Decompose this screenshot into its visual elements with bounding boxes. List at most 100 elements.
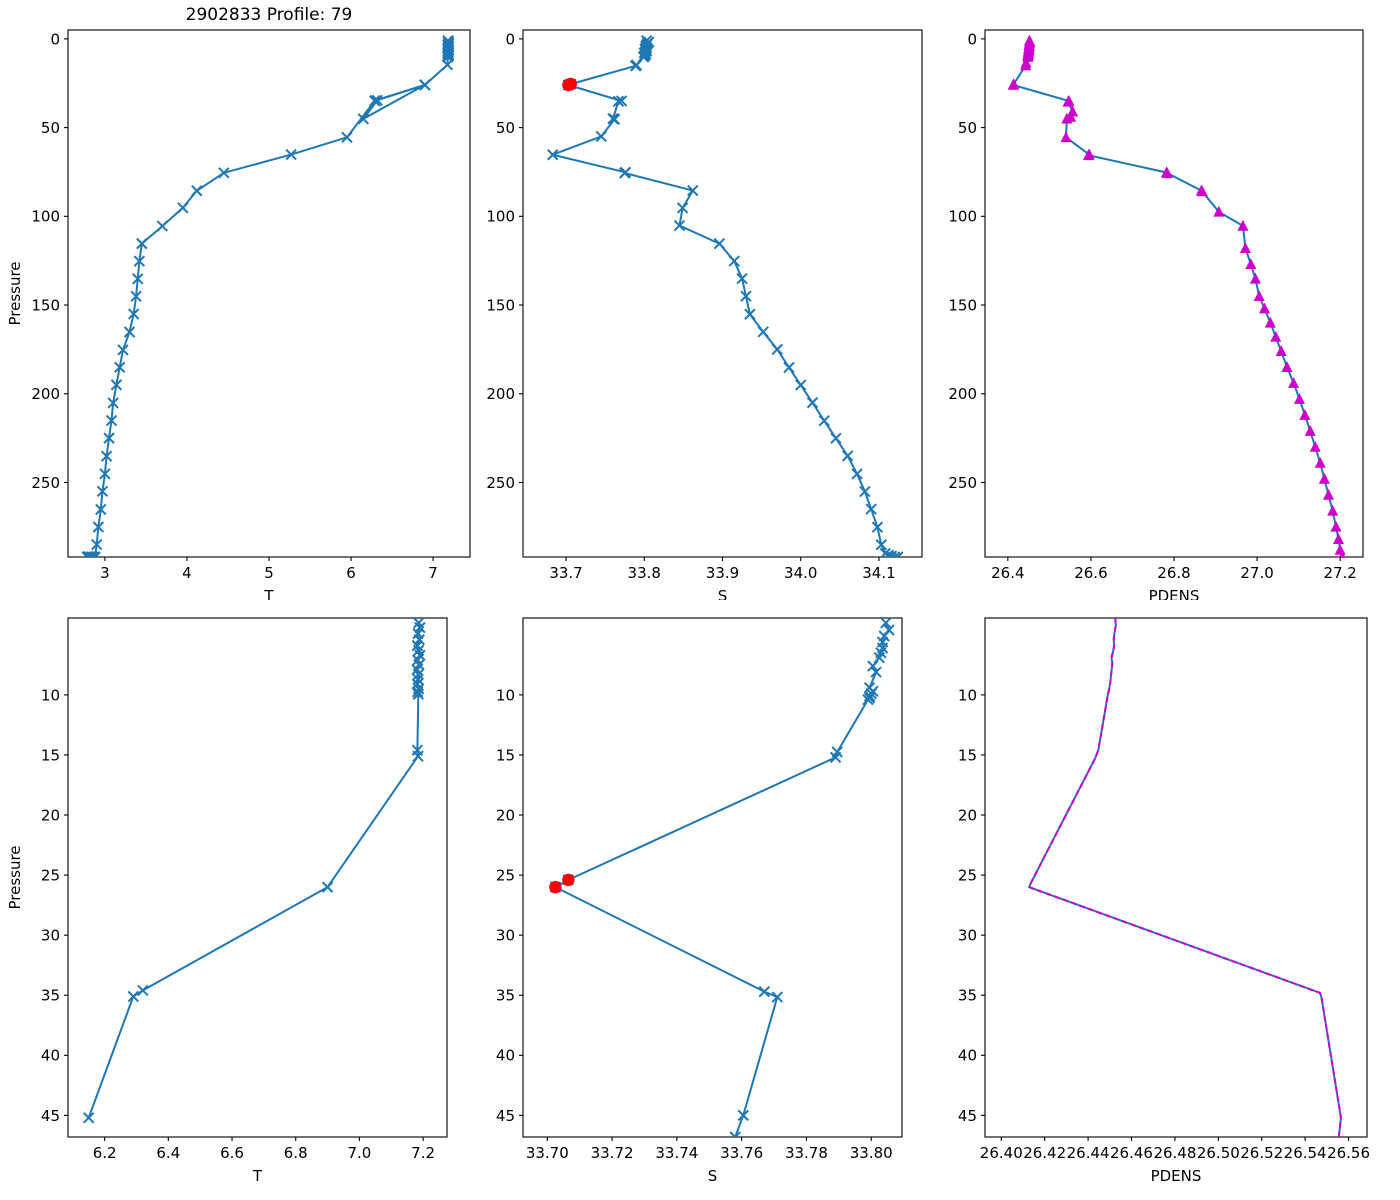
data-point-marker (729, 1131, 741, 1137)
data-point-marker (1323, 488, 1335, 500)
panel-bottom-salinity: 33.70 33.72 33.74 33.76 33.78 33.80 10 15 20 25 30… (480, 600, 940, 1200)
data-point-marker (177, 202, 189, 214)
y-tick-label: 200 (31, 385, 60, 403)
x-tick-label: 33.76 (720, 1144, 763, 1162)
data-point-marker (113, 361, 126, 374)
data-point-marker (1060, 131, 1072, 143)
data-point-marker (1318, 472, 1330, 484)
data-point-marker (130, 290, 142, 303)
data-point-marker (673, 219, 686, 232)
data-point-marker (341, 131, 353, 144)
data-point-marker (1304, 425, 1316, 436)
data-point-marker (1293, 393, 1305, 404)
series-line (87, 621, 421, 1119)
data-point-marker (1196, 185, 1208, 197)
data-point-marker (818, 415, 830, 427)
data-point-marker (1245, 258, 1257, 270)
series-line (1028, 618, 1342, 1137)
x-tick-label: 26.8 (1157, 564, 1190, 582)
data-point-marker (1007, 79, 1019, 90)
data-point-marker (863, 690, 876, 702)
y-tick-label: 20 (958, 806, 977, 824)
data-point-marker (882, 549, 895, 557)
y-tick-label: 45 (496, 1107, 515, 1125)
data-point-marker (91, 538, 103, 551)
plot-area-top-salinity: 33.7 33.8 33.9 34.0 34.1 0 50 100 150 200 250 S (486, 29, 923, 600)
data-point-marker (629, 60, 642, 72)
data-point-marker (728, 255, 740, 267)
panel-top-temperature: 3 4 5 6 7 0 50 100 150 200 250 T Pressure 2902833 Pro… (0, 0, 480, 600)
data-point-marker (608, 113, 621, 125)
y-tick-label: 10 (958, 686, 977, 704)
data-point-marker (783, 361, 795, 374)
data-point-marker (117, 344, 129, 356)
y-tick-label: 100 (948, 208, 977, 226)
x-tick-label: 33.78 (785, 1144, 828, 1162)
x-tick-label: 26.42 (1023, 1144, 1066, 1162)
y-tick-label: 45 (958, 1107, 977, 1125)
data-point-marker (1249, 272, 1261, 284)
y-tick-label: 45 (41, 1107, 60, 1125)
data-point-marker (1334, 543, 1346, 555)
data-point-marker (1062, 95, 1074, 107)
x-tick-label: 34.0 (784, 564, 817, 582)
x-tick-label: 26.48 (1153, 1144, 1196, 1162)
axes-spines (522, 617, 903, 1138)
data-point-marker (867, 660, 879, 672)
plot-area-bottom-density: 26.40 26.42 26.44 26.46 26.48 26.50 26.52 26.54… (958, 617, 1370, 1185)
data-series-bottom-temperature (82, 618, 426, 1124)
x-tick-label: 7 (428, 564, 438, 582)
panel-top-salinity: 33.7 33.8 33.9 34.0 34.1 0 50 100 150 200 250 S (480, 0, 940, 600)
data-series-top-temperature (81, 34, 455, 557)
y-tick-label: 100 (31, 208, 60, 226)
data-point-marker (1237, 219, 1249, 231)
x-axis-label: T (252, 1167, 263, 1185)
data-series-bottom-salinity (549, 618, 895, 1137)
data-point-marker (771, 343, 783, 356)
x-axis-label: PDENS (1151, 1167, 1202, 1185)
x-tick-label: 27.2 (1323, 564, 1356, 582)
y-tick-label: 0 (505, 30, 515, 48)
data-point-marker (841, 450, 854, 462)
x-tick-label: 26.46 (1110, 1144, 1153, 1162)
y-tick-label: 250 (486, 474, 515, 492)
data-point-marker (137, 984, 149, 997)
data-point-marker (892, 551, 904, 557)
data-point-marker (612, 95, 625, 108)
y-tick-label: 40 (496, 1047, 515, 1065)
y-tick-label: 15 (41, 746, 60, 764)
x-tick-label: 26.6 (1074, 564, 1107, 582)
data-point-marker (1275, 345, 1287, 356)
data-point-marker (757, 326, 769, 338)
data-point-marker (369, 94, 381, 107)
x-tick-label: 27.0 (1240, 564, 1273, 582)
y-tick-label: 30 (958, 927, 977, 945)
flagged-point-marker (549, 880, 562, 894)
x-axis-label: S (718, 587, 728, 600)
x-tick-label: 33.9 (706, 564, 739, 582)
data-point-marker (1213, 205, 1225, 217)
y-tick-label: 10 (41, 686, 60, 704)
x-axis-label: S (708, 1167, 718, 1185)
x-tick-label: 33.7 (549, 564, 582, 582)
data-point-marker (103, 432, 115, 444)
y-tick-label: 15 (958, 746, 977, 764)
x-tick-label: 26.52 (1240, 1144, 1283, 1162)
axes-spines (67, 617, 448, 1138)
panel-top-density: 26.4 26.6 26.8 27.0 27.2 0 50 100 150 200 250 PDENS (940, 0, 1400, 600)
y-tick-label: 20 (41, 806, 60, 824)
x-tick-label: 26.54 (1284, 1144, 1327, 1162)
data-point-marker (412, 668, 425, 681)
data-point-marker (1239, 242, 1251, 254)
y-tick-label: 50 (958, 119, 977, 137)
data-point-marker (123, 326, 136, 338)
data-point-marker (441, 59, 454, 71)
y-tick-label: 100 (486, 208, 515, 226)
data-point-marker (218, 167, 230, 179)
x-tick-label: 26.50 (1197, 1144, 1240, 1162)
y-tick-label: 35 (958, 987, 977, 1005)
x-tick-label: 26.56 (1327, 1144, 1370, 1162)
series-line (86, 39, 450, 557)
x-axis-label: PDENS (1149, 587, 1200, 600)
data-point-marker (888, 551, 901, 557)
